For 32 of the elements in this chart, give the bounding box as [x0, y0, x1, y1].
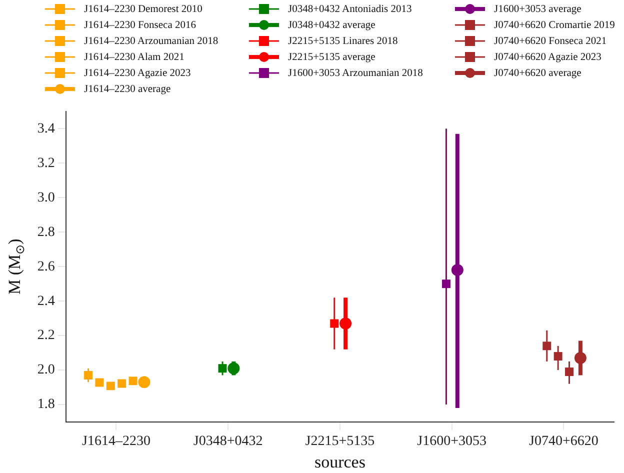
- legend-label: J1600+3053 Arzoumanian 2018: [288, 68, 423, 78]
- legend-label: J0740+6620 Fonseca 2021: [494, 36, 607, 46]
- legend-label: J1614–2230 Agazie 2023: [84, 68, 191, 78]
- legend-label: J1614–2230 Alam 2021: [84, 52, 184, 62]
- y-tick-label: 3.4: [37, 121, 55, 136]
- y-tick-label: 2.6: [37, 259, 55, 274]
- x-tick-label: J0348+0432: [193, 434, 263, 449]
- x-tick-label: J2215+5135: [305, 434, 375, 449]
- y-tick-label: 3.2: [37, 156, 55, 171]
- legend-label: J1614–2230 Arzoumanian 2018: [84, 36, 218, 46]
- x-tick-label: J0740+6620: [528, 434, 598, 449]
- x-tick-label: J1600+3053: [417, 434, 486, 449]
- y-axis-title: M (M⊙): [5, 238, 27, 294]
- legend-label: J0348+0432 average: [288, 20, 376, 30]
- legend-label: J2215+5135 Linares 2018: [288, 36, 398, 46]
- legend-label: J0348+0432 Antoniadis 2013: [288, 4, 412, 14]
- y-tick-label: 3.0: [37, 190, 55, 206]
- legend-label: J1614–2230 average: [84, 84, 171, 94]
- y-tick-label: 2.0: [37, 362, 55, 378]
- legend-label: J0740+6620 Agazie 2023: [494, 52, 602, 62]
- legend-label: J1614–2230 Demorest 2010: [84, 4, 202, 14]
- y-tick-label: 2.2: [37, 328, 55, 344]
- legend-label: J2215+5135 average: [288, 52, 376, 62]
- legend-label: J1614–2230 Fonseca 2016: [84, 20, 196, 30]
- legend-label: J0740+6620 Cromartie 2019: [494, 20, 615, 30]
- x-axis-title: sources: [314, 452, 366, 472]
- legend-label: J1600+3053 average: [494, 4, 582, 14]
- y-tick-label: 1.8: [37, 397, 55, 412]
- y-tick-label: 2.4: [37, 294, 55, 309]
- legend-label: J0740+6620 average: [494, 68, 582, 78]
- x-tick-label: J1614–2230: [82, 434, 150, 449]
- y-tick-label: 2.8: [37, 224, 55, 240]
